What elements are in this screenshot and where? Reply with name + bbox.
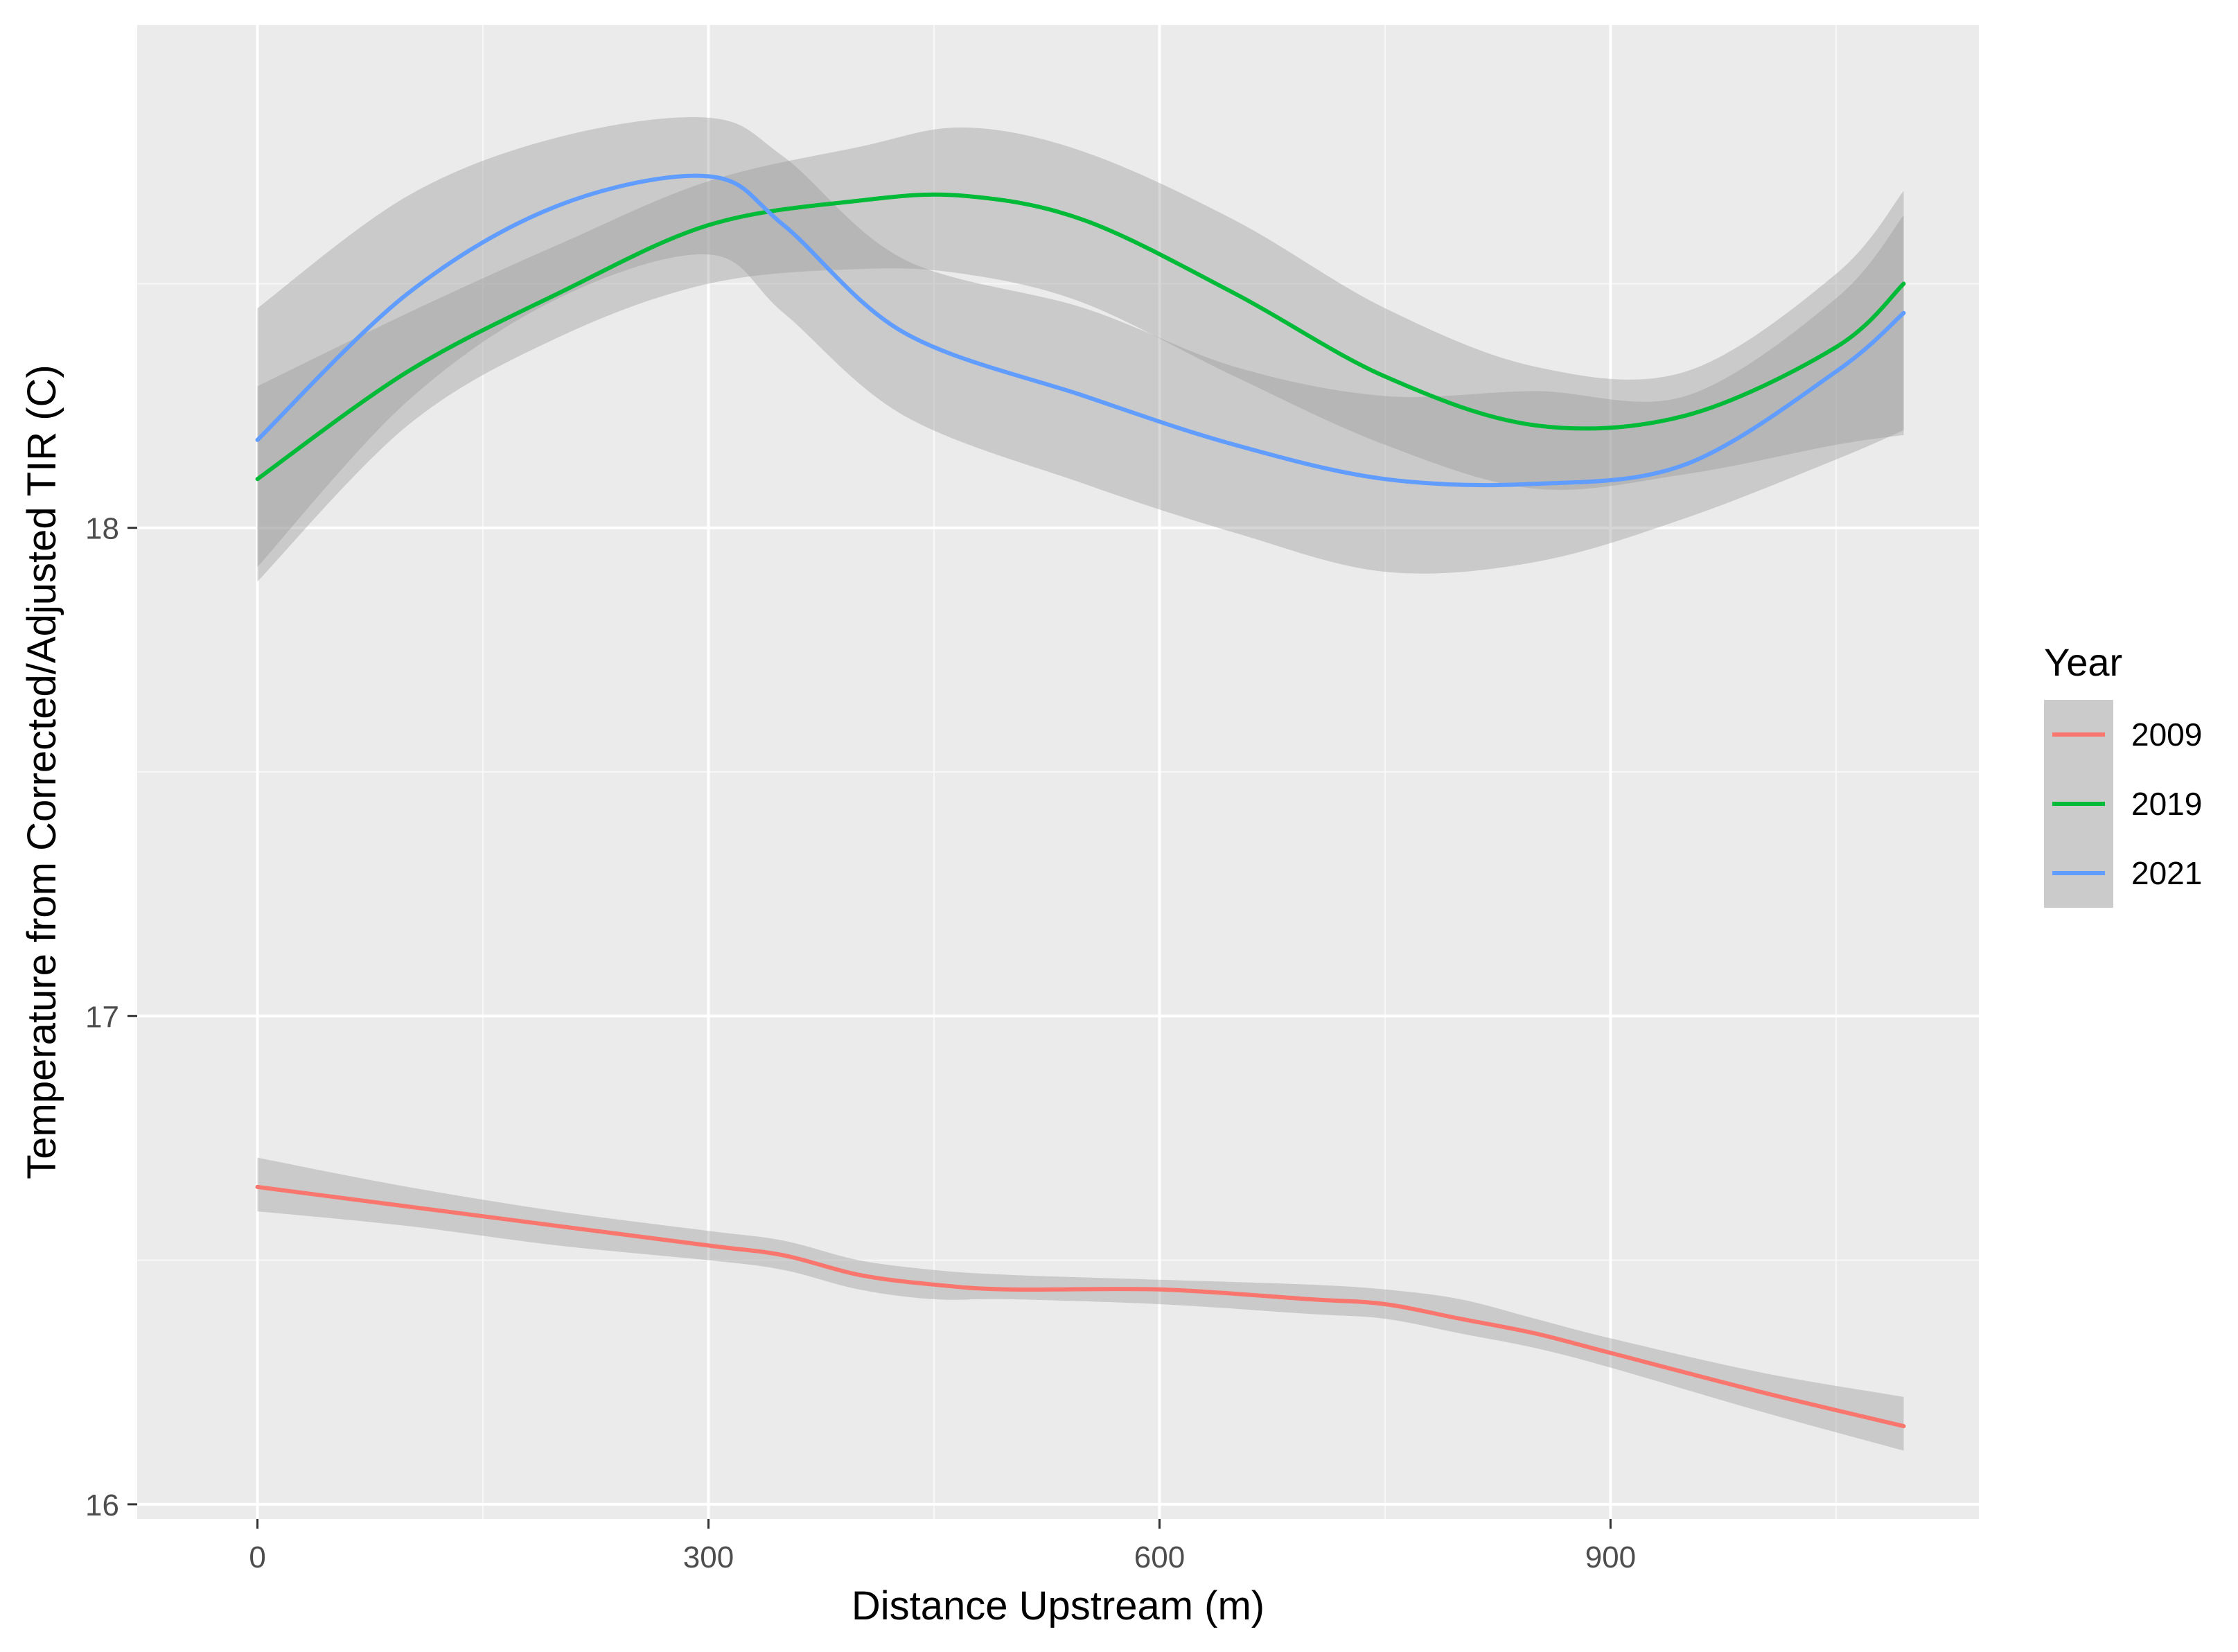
y-tick-label: 17 — [85, 1000, 119, 1034]
legend-label-2019: 2019 — [2131, 786, 2202, 822]
ribbon-2009 — [257, 1157, 1904, 1451]
series-line-2019 — [255, 192, 1906, 482]
axes: 0 300 600 900 16 17 18 — [85, 512, 1636, 1574]
legend-label-2021: 2021 — [2131, 855, 2202, 891]
ribbon-2021 — [257, 116, 1904, 574]
x-tick-label: 900 — [1585, 1540, 1636, 1574]
y-tick-label: 16 — [85, 1488, 119, 1522]
x-tick-label: 600 — [1134, 1540, 1185, 1574]
legend-label-2009: 2009 — [2131, 717, 2202, 753]
x-tick-label: 300 — [683, 1540, 734, 1574]
series-line-2009 — [255, 1184, 1906, 1429]
y-axis-title: Temperature from Corrected/Adjusted TIR … — [19, 364, 64, 1179]
y-tick-label: 18 — [85, 512, 119, 546]
grid-minor — [137, 25, 1979, 1519]
x-tick-label: 0 — [249, 1540, 265, 1574]
series-line-2021 — [255, 173, 1906, 488]
legend-title: Year — [2044, 640, 2122, 684]
x-axis-title: Distance Upstream (m) — [852, 1583, 1265, 1628]
grid-major — [137, 25, 1979, 1519]
legend: Year 2009 2019 2021 — [2044, 640, 2202, 908]
series-lines — [255, 173, 1906, 1429]
legend-items: 2009 2019 2021 — [2052, 717, 2202, 891]
